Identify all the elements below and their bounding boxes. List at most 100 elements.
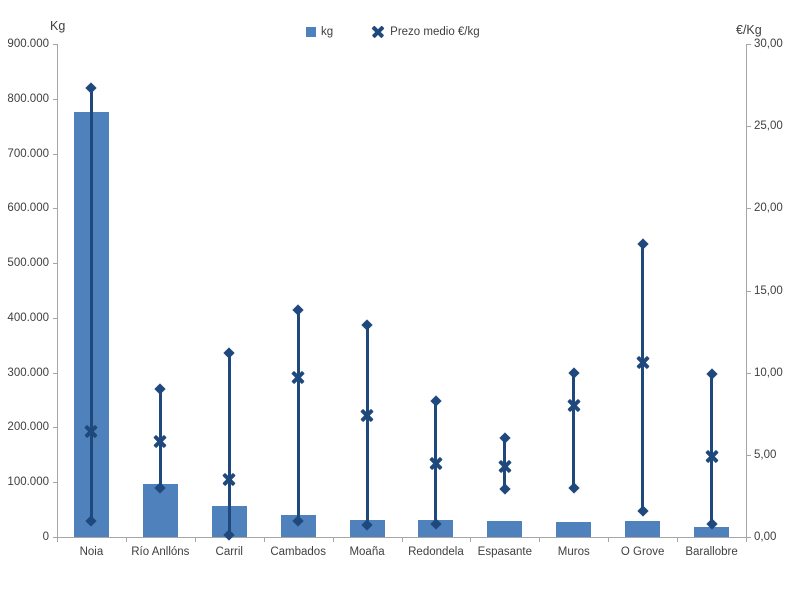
x-axis-tick bbox=[194, 538, 196, 542]
right-axis-tick bbox=[747, 372, 751, 374]
left-axis-tick-label: 600.000 bbox=[7, 202, 49, 215]
hilo-range-line bbox=[641, 244, 645, 511]
x-category-label: Redondela bbox=[408, 546, 464, 558]
hilo-high-diamond bbox=[361, 319, 373, 331]
price-average-x-marker bbox=[635, 355, 650, 370]
left-axis-tick bbox=[53, 44, 57, 45]
x-category-label: Muros bbox=[557, 546, 590, 558]
left-axis-tick-label: 300.000 bbox=[7, 366, 49, 379]
legend-item-prezo-medio: Prezo medio €/kg bbox=[371, 25, 480, 39]
bar bbox=[694, 527, 730, 537]
hilo-low-diamond bbox=[568, 482, 580, 494]
left-axis-tick bbox=[53, 208, 57, 210]
left-axis-tick bbox=[53, 263, 57, 265]
left-axis-tick-label: 700.000 bbox=[7, 147, 49, 160]
price-average-x-marker bbox=[291, 370, 306, 385]
x-category-label: Río Anllóns bbox=[131, 546, 190, 558]
x-axis-tick bbox=[746, 538, 747, 542]
price-average-x-marker bbox=[428, 456, 443, 471]
x-category-label: Cambados bbox=[270, 546, 326, 558]
x-axis-tick bbox=[125, 538, 127, 542]
right-axis-line bbox=[746, 44, 747, 537]
legend-label-prezo-medio: Prezo medio €/kg bbox=[390, 26, 480, 38]
hilo-high-diamond bbox=[85, 82, 98, 95]
x-axis-tick bbox=[57, 538, 58, 542]
hilo-high-diamond bbox=[636, 238, 649, 251]
hilo-range-line bbox=[89, 88, 93, 521]
left-axis-title: Kg bbox=[50, 19, 66, 33]
x-category-label: Moaña bbox=[349, 546, 385, 558]
x-axis-tick bbox=[470, 538, 472, 542]
hilo-high-diamond bbox=[292, 304, 304, 316]
x-category-label: Carril bbox=[215, 546, 243, 558]
right-axis-tick bbox=[747, 44, 751, 45]
x-axis-line bbox=[57, 537, 747, 538]
x-category-label: Noia bbox=[79, 546, 104, 558]
left-axis-tick bbox=[53, 482, 57, 484]
left-axis-tick-label: 800.000 bbox=[7, 92, 49, 105]
x-axis-tick bbox=[332, 538, 334, 542]
hilo-low-diamond bbox=[636, 505, 649, 517]
price-average-x-marker bbox=[360, 408, 375, 423]
left-axis-tick bbox=[53, 98, 57, 100]
price-average-x-marker bbox=[84, 424, 99, 439]
left-axis-tick bbox=[53, 317, 57, 319]
right-axis-tick bbox=[747, 537, 751, 538]
right-axis-title: €/Kg bbox=[736, 23, 762, 37]
left-axis-tick bbox=[53, 537, 57, 538]
left-axis-line bbox=[57, 44, 58, 537]
hilo-range-line bbox=[365, 325, 369, 526]
price-average-x-marker bbox=[566, 398, 581, 413]
left-axis-tick-label: 200.000 bbox=[7, 421, 49, 434]
left-axis-tick-label: 500.000 bbox=[7, 257, 49, 270]
left-axis-tick-label: 400.000 bbox=[7, 311, 49, 324]
hilo-high-diamond bbox=[223, 347, 235, 359]
x-category-label: O Grove bbox=[620, 546, 665, 558]
left-axis-tick-label: 0 bbox=[42, 531, 49, 543]
right-axis-tick bbox=[747, 290, 751, 292]
right-axis-tick bbox=[747, 454, 751, 456]
left-axis-tick bbox=[53, 153, 57, 155]
x-axis-tick bbox=[608, 538, 610, 542]
hilo-low-diamond bbox=[499, 483, 511, 495]
hilo-range-line bbox=[572, 372, 576, 488]
x-axis-tick bbox=[539, 538, 541, 542]
right-axis-tick bbox=[747, 126, 751, 128]
x-category-label: Espasante bbox=[477, 546, 533, 558]
chart-legend: kg Prezo medio €/kg bbox=[306, 25, 480, 39]
bar bbox=[556, 522, 592, 537]
hilo-range-line bbox=[296, 310, 300, 521]
legend-item-kg: kg bbox=[306, 26, 333, 38]
hilo-high-diamond bbox=[499, 432, 511, 445]
x-axis-tick bbox=[401, 538, 403, 542]
price-average-x-marker bbox=[704, 449, 719, 464]
right-axis-tick-label: 25,00 bbox=[754, 120, 783, 133]
bar bbox=[487, 520, 523, 537]
price-average-x-marker bbox=[222, 472, 237, 487]
right-axis-tick-label: 10,00 bbox=[754, 366, 783, 379]
right-axis-tick bbox=[747, 208, 751, 210]
left-axis-tick-label: 900.000 bbox=[7, 38, 49, 50]
bar bbox=[625, 521, 661, 537]
hilo-high-diamond bbox=[430, 394, 442, 407]
x-category-label: Barallobre bbox=[685, 546, 738, 558]
kg-square-icon bbox=[306, 27, 316, 37]
price-average-x-marker bbox=[153, 434, 168, 449]
legend-label-kg: kg bbox=[321, 26, 334, 38]
x-marker-icon bbox=[371, 25, 385, 39]
left-axis-tick-label: 100.000 bbox=[7, 476, 49, 489]
price-average-x-marker bbox=[497, 459, 512, 474]
right-axis-tick-label: 15,00 bbox=[754, 284, 783, 297]
x-axis-tick bbox=[677, 538, 679, 542]
right-axis-tick-label: 0,00 bbox=[754, 531, 777, 543]
right-axis-tick-label: 5,00 bbox=[754, 448, 777, 461]
hilo-high-diamond bbox=[705, 368, 718, 380]
x-axis-tick bbox=[263, 538, 265, 542]
left-axis-tick bbox=[53, 427, 57, 429]
hilo-range-line bbox=[710, 374, 714, 524]
hilo-high-diamond bbox=[568, 366, 580, 379]
left-axis-tick bbox=[53, 372, 57, 374]
right-axis-tick-label: 20,00 bbox=[754, 202, 783, 215]
hilo-high-diamond bbox=[154, 383, 167, 395]
